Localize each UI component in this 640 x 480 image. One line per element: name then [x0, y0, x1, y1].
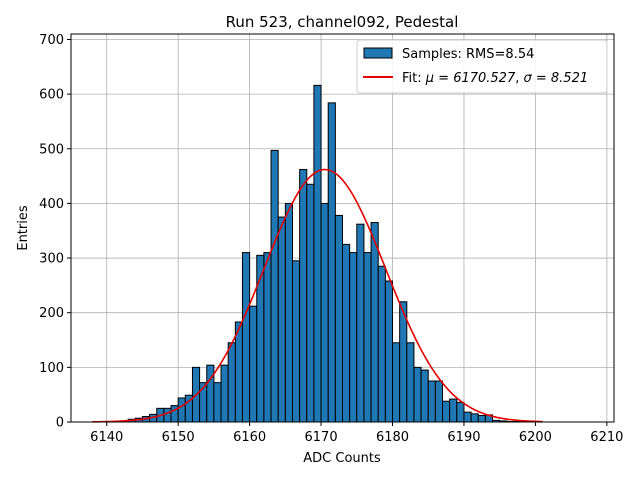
x-tick-label: 6170 — [305, 430, 338, 445]
x-tick-label: 6180 — [376, 430, 409, 445]
histogram-bar — [241, 252, 251, 423]
histogram-bar — [399, 301, 408, 423]
legend-fit-separator: , — [515, 71, 523, 86]
histogram-bar — [327, 102, 336, 423]
x-tick-label: 6200 — [519, 430, 552, 445]
histogram-bars — [127, 84, 522, 423]
legend-fit-mu: μ = 6170.527 — [425, 71, 516, 86]
x-axis-label: ADC Counts — [303, 451, 381, 466]
x-tick-label: 6190 — [447, 430, 480, 445]
histogram-bar — [363, 252, 372, 423]
histogram-bar — [177, 397, 186, 423]
histogram-bar — [220, 364, 229, 423]
histogram-bar — [234, 321, 243, 423]
y-axis-ticks: 0 100 200 300 400 500 600 700 — [39, 33, 71, 431]
histogram-bar — [277, 216, 286, 423]
histogram-bar — [413, 366, 422, 423]
y-tick-label: 500 — [39, 142, 64, 157]
histogram-bar — [256, 254, 265, 423]
legend-histogram-swatch — [363, 47, 393, 59]
histogram-bar — [449, 398, 458, 423]
y-tick-label: 700 — [39, 33, 64, 48]
fit-curve-group — [92, 168, 543, 423]
histogram-bar — [406, 342, 415, 423]
histogram-bar — [263, 252, 272, 423]
y-tick-label: 400 — [39, 197, 64, 212]
histogram-bar — [291, 260, 301, 423]
histogram-bar — [306, 183, 315, 423]
legend-fit-prefix: Fit: — [402, 71, 426, 86]
x-tick-label: 6160 — [233, 430, 266, 445]
histogram-bar — [320, 202, 329, 423]
y-axis-label: Entries — [16, 205, 31, 251]
histogram-bar — [392, 342, 401, 423]
x-tick-label: 6150 — [162, 430, 195, 445]
histogram-bar — [227, 342, 236, 423]
histogram-bar — [284, 202, 293, 423]
histogram-bar — [420, 369, 429, 423]
y-tick-label: 200 — [39, 306, 64, 321]
histogram-bar — [477, 414, 486, 423]
histogram-bar — [249, 305, 258, 423]
histogram-bar — [342, 243, 351, 423]
x-tick-label: 6210 — [590, 430, 623, 445]
histogram-bar — [442, 400, 451, 423]
x-tick-label: 6140 — [90, 430, 123, 445]
histogram-bar — [270, 149, 279, 423]
legend-fit-label: Fit: μ = 6170.527, σ = 8.521 — [402, 71, 588, 86]
histogram-bar — [206, 364, 215, 423]
histogram-bar — [463, 411, 472, 423]
histogram-bar — [213, 382, 222, 423]
legend-box — [356, 39, 608, 94]
histogram-bar — [299, 169, 308, 423]
legend-fit-sigma: σ = 8.521 — [524, 71, 589, 86]
histogram-bar — [470, 413, 479, 423]
histogram-bar — [313, 84, 322, 423]
histogram-bar — [163, 407, 172, 423]
histogram-bar — [434, 380, 444, 423]
histogram-bar — [384, 280, 394, 423]
histogram-bar — [377, 265, 386, 423]
legend: Samples: RMS=8.54 Fit: μ = 6170.527, σ =… — [356, 39, 608, 94]
histogram-bar — [349, 252, 358, 423]
histogram-bar — [334, 214, 343, 423]
y-tick-label: 0 — [56, 416, 64, 431]
histogram-bar — [356, 223, 365, 423]
fit-curve — [92, 168, 543, 423]
histogram-bar — [456, 401, 465, 423]
y-tick-label: 100 — [39, 361, 64, 376]
histogram-bar — [370, 222, 379, 423]
x-axis-ticks: 6140 6150 6160 6170 6180 6190 6200 6210 — [90, 422, 623, 445]
legend-histogram-label: Samples: RMS=8.54 — [402, 47, 534, 62]
y-tick-label: 300 — [39, 252, 64, 267]
chart-title: Run 523, channel092, Pedestal — [226, 13, 459, 31]
histogram-bar — [427, 380, 436, 423]
y-tick-label: 600 — [39, 88, 64, 103]
plot-frame — [70, 33, 615, 423]
